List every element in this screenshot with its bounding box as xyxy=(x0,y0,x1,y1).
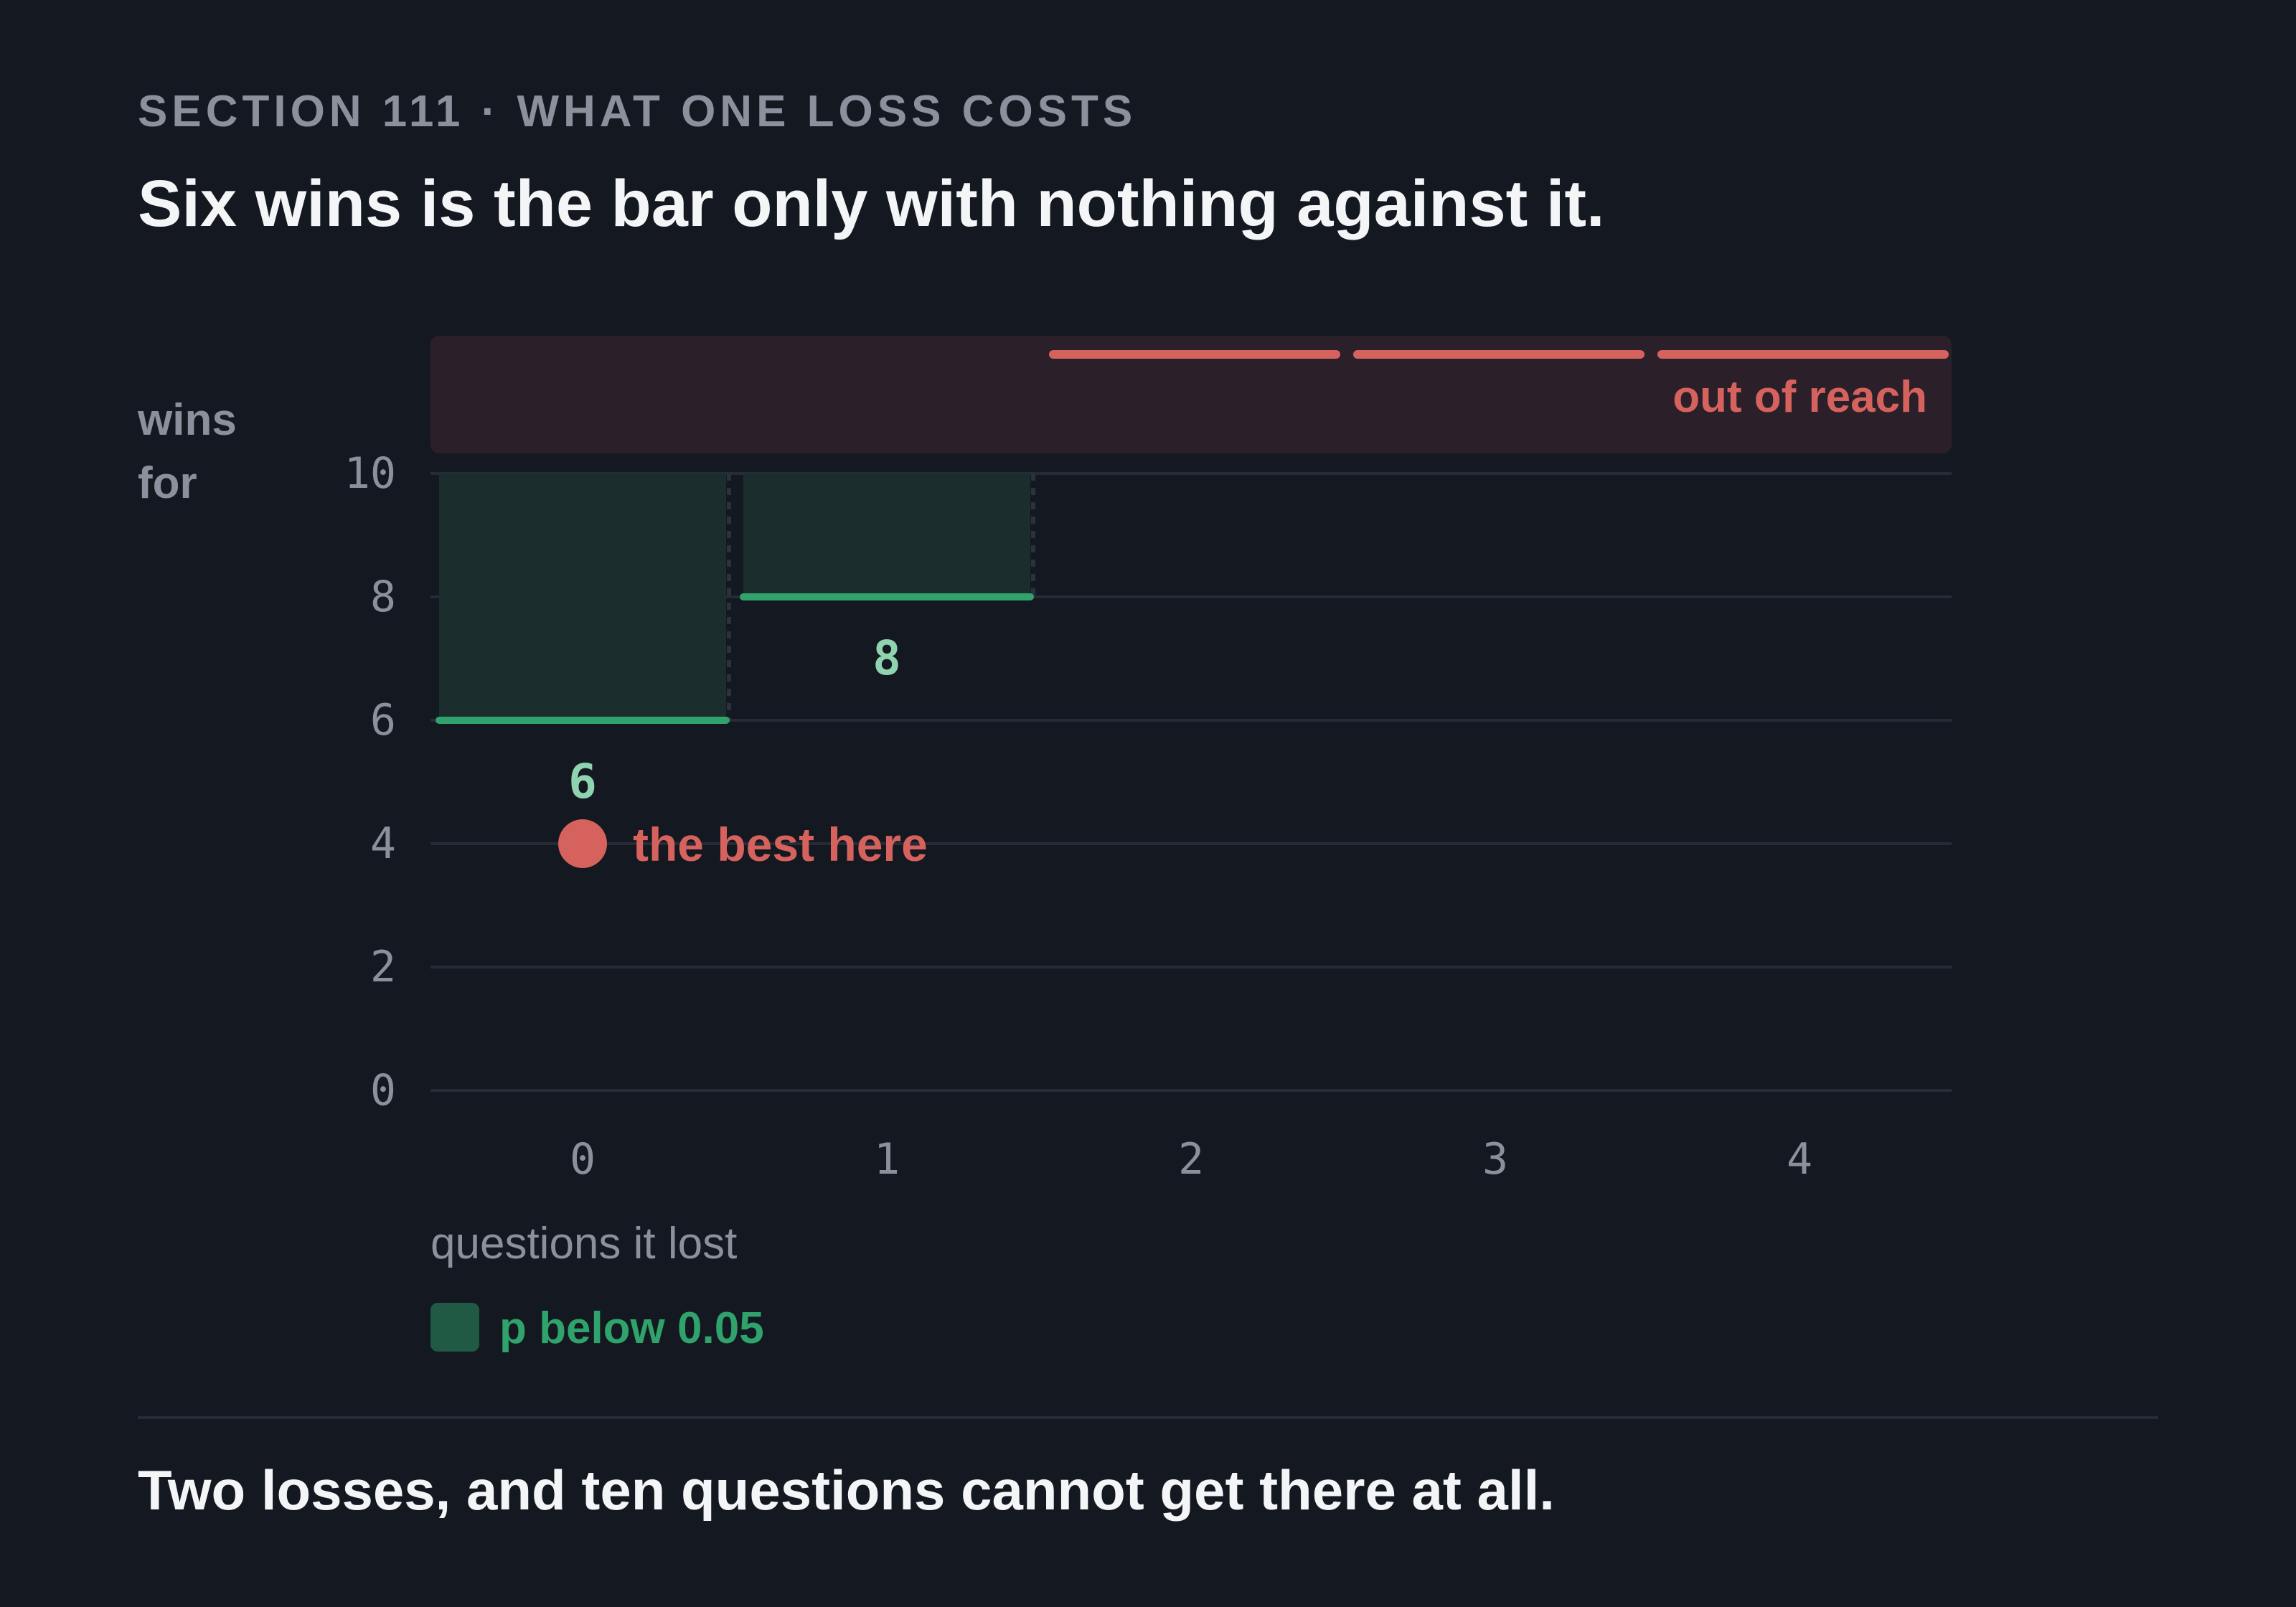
threshold-value-label: 8 xyxy=(872,631,901,686)
y-tick-label: 2 xyxy=(370,942,396,992)
out-of-reach-band xyxy=(430,336,1952,453)
x-axis-label: questions it lost xyxy=(430,1219,737,1268)
threshold-value-label: 6 xyxy=(568,754,597,809)
y-tick-label: 0 xyxy=(370,1065,396,1116)
y-axis-label-line-1: wins xyxy=(137,395,237,445)
section-eyebrow: SECTION 111 · WHAT ONE LOSS COSTS xyxy=(138,87,1137,136)
best-point-marker xyxy=(558,819,607,868)
x-tick-label: 2 xyxy=(1178,1134,1204,1184)
wins-needed-chart: wins for 0 2 4 6 8 10 0 1 2 3 4 6 8 out of reach the b… xyxy=(137,336,1952,1353)
x-tick-label: 3 xyxy=(1482,1134,1508,1184)
y-tick-label: 6 xyxy=(370,695,396,745)
x-tick-label: 4 xyxy=(1787,1134,1812,1184)
footer-caption: Two losses, and ten questions cannot get… xyxy=(138,1458,1555,1522)
chart-headline: Six wins is the bar only with nothing ag… xyxy=(138,167,1605,240)
legend-label: p below 0.05 xyxy=(499,1304,764,1353)
y-tick-label: 4 xyxy=(370,819,396,869)
significant-region xyxy=(439,473,726,720)
y-tick-label: 8 xyxy=(370,572,396,622)
significant-region xyxy=(743,473,1030,597)
y-tick-label: 10 xyxy=(344,448,396,499)
y-axis-label-line-2: for xyxy=(138,458,197,508)
best-point-label: the best here xyxy=(633,818,928,871)
legend-swatch xyxy=(430,1303,479,1352)
footer-divider xyxy=(138,1416,2158,1419)
out-of-reach-label: out of reach xyxy=(1672,372,1927,422)
x-tick-label: 1 xyxy=(874,1134,900,1184)
x-tick-label: 0 xyxy=(570,1134,596,1184)
